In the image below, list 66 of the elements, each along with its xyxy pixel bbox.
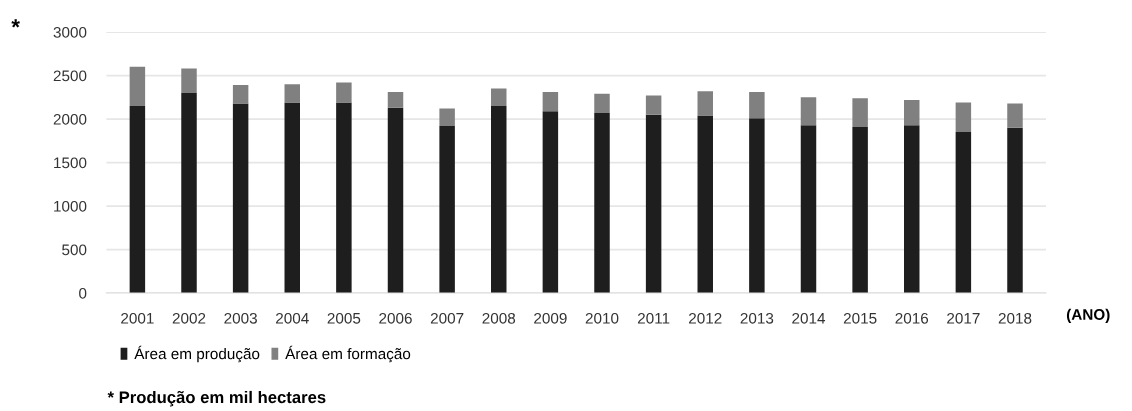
bar bbox=[904, 125, 920, 294]
bar bbox=[645, 114, 662, 294]
y-tick-label: 2500 bbox=[53, 70, 87, 82]
x-tick-label: 2001 bbox=[121, 312, 154, 324]
bar bbox=[232, 85, 249, 104]
text: * bbox=[11, 19, 20, 28]
bar bbox=[1007, 103, 1023, 128]
y-tick-label: 3000 bbox=[53, 26, 87, 38]
bar bbox=[439, 126, 455, 294]
y-tick-label: 2000 bbox=[53, 113, 87, 125]
x-tick-label: 2013 bbox=[740, 312, 774, 324]
bar bbox=[491, 88, 507, 106]
bar bbox=[336, 102, 352, 294]
x-tick-label: 2007 bbox=[430, 312, 464, 324]
bar bbox=[594, 93, 610, 113]
x-tick-label: 2017 bbox=[947, 312, 980, 324]
x-tick-label: 2006 bbox=[379, 312, 412, 324]
bar bbox=[181, 92, 197, 294]
bar bbox=[387, 92, 404, 108]
x-tick-label: 2011 bbox=[637, 312, 670, 324]
text: * Produção em mil hectares bbox=[107, 390, 326, 407]
bar bbox=[749, 92, 765, 119]
bar bbox=[697, 115, 713, 294]
bar bbox=[749, 118, 765, 294]
y-tick-label: 1500 bbox=[54, 157, 87, 169]
bar bbox=[542, 111, 559, 294]
y-tick-label: 1000 bbox=[54, 200, 87, 212]
bar bbox=[594, 112, 610, 294]
bar bbox=[955, 102, 972, 133]
legend-label: Área em produção bbox=[134, 345, 260, 363]
bar bbox=[284, 102, 300, 294]
x-tick-label: 2010 bbox=[585, 312, 619, 324]
bar bbox=[284, 84, 300, 103]
bar bbox=[387, 107, 404, 294]
x-tick-label: 2018 bbox=[998, 312, 1032, 324]
x-axis-title: (ANO) bbox=[1066, 308, 1110, 323]
bar bbox=[439, 108, 455, 127]
x-tick-label: 2005 bbox=[327, 312, 361, 324]
y-tick-label: 0 bbox=[79, 287, 87, 299]
x-tick-label: 2004 bbox=[276, 312, 309, 324]
bar bbox=[1007, 127, 1023, 294]
bar bbox=[852, 98, 868, 127]
legend-label: Área em formação bbox=[285, 345, 411, 363]
bar bbox=[852, 126, 868, 294]
bar bbox=[955, 132, 972, 294]
bar bbox=[800, 125, 817, 294]
x-tick-label: 2002 bbox=[172, 312, 206, 324]
bar bbox=[800, 97, 817, 126]
x-tick-label: 2014 bbox=[792, 312, 826, 324]
bar bbox=[542, 92, 559, 112]
bar bbox=[181, 68, 197, 93]
x-tick-label: 2012 bbox=[689, 312, 722, 324]
x-tick-label: 2008 bbox=[482, 312, 516, 324]
bar bbox=[491, 106, 507, 294]
x-tick-label: 2003 bbox=[224, 312, 257, 324]
x-tick-label: 2015 bbox=[843, 312, 877, 324]
x-tick-label: 2009 bbox=[534, 312, 567, 324]
bar bbox=[904, 99, 920, 126]
bar bbox=[129, 106, 146, 294]
bar bbox=[232, 103, 249, 294]
bar bbox=[129, 66, 146, 106]
bar bbox=[697, 91, 713, 116]
x-tick-label: 2016 bbox=[895, 312, 929, 324]
bar bbox=[336, 82, 352, 103]
y-tick-label: 500 bbox=[62, 244, 87, 256]
bar bbox=[645, 95, 662, 115]
